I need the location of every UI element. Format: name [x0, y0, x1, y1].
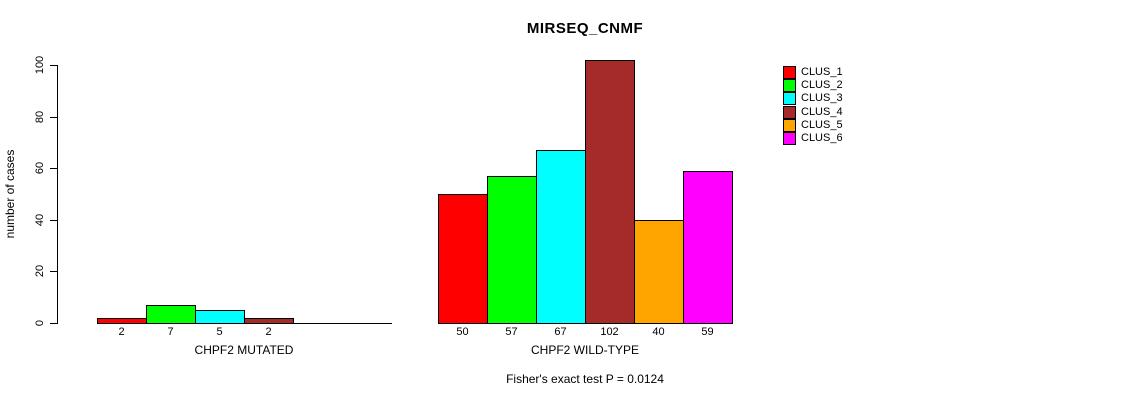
bar-clus_2 — [146, 305, 196, 324]
legend-item: CLUS_6 — [783, 132, 843, 145]
legend-item: CLUS_2 — [783, 79, 843, 93]
bar-value-label: 102 — [600, 326, 619, 338]
legend-swatch-clus_4 — [783, 105, 796, 119]
bar-clus_5 — [634, 220, 684, 324]
y-tick — [50, 323, 57, 324]
legend-item: CLUS_5 — [783, 118, 843, 132]
bar-clus_3 — [536, 150, 586, 324]
bar-clus_4 — [244, 318, 294, 324]
y-tick — [50, 168, 57, 170]
bar-value-label: 2 — [118, 326, 125, 338]
legend-item: CLUS_1 — [783, 66, 843, 79]
y-tick — [50, 65, 57, 66]
y-tick-label: 0 — [34, 319, 46, 327]
y-tick-label: 60 — [34, 162, 46, 175]
bar-clus_2 — [487, 176, 537, 324]
bar-value-label: 5 — [216, 326, 223, 338]
y-axis-line — [57, 65, 58, 324]
legend-label: CLUS_1 — [801, 66, 843, 78]
y-tick — [50, 271, 57, 273]
legend-label: CLUS_5 — [801, 118, 843, 131]
group-label-chpf2-wild-type: CHPF2 WILD-TYPE — [530, 343, 640, 357]
legend-item: CLUS_3 — [783, 92, 843, 106]
bar-clus_1 — [438, 194, 488, 324]
bar-clus_4 — [585, 60, 635, 324]
chart-title: MIRSEQ_CNMF — [526, 20, 644, 37]
group-label-chpf2-mutated: CHPF2 MUTATED — [194, 343, 294, 357]
legend-swatch-clus_1 — [783, 66, 796, 79]
bar-value-label: 7 — [167, 326, 174, 338]
y-tick-label: 80 — [34, 110, 46, 123]
y-tick — [50, 219, 57, 221]
y-tick — [50, 116, 57, 118]
bar-value-label: 67 — [554, 326, 567, 338]
legend-label: CLUS_2 — [801, 79, 843, 92]
bar-clus_3 — [195, 310, 245, 324]
fisher-test-annotation: Fisher's exact test P = 0.0124 — [506, 372, 664, 386]
bar-value-label: 59 — [701, 326, 714, 338]
legend-swatch-clus_2 — [783, 79, 796, 93]
legend-label: CLUS_6 — [801, 132, 843, 144]
y-axis-label: number of cases — [3, 149, 17, 239]
legend-label: CLUS_3 — [801, 92, 843, 105]
bar-value-label: 50 — [456, 326, 469, 338]
bar-clus_6 — [683, 171, 733, 324]
y-tick-label: 20 — [34, 265, 46, 278]
y-tick-label: 40 — [34, 213, 46, 226]
bar-clus_1 — [97, 318, 147, 324]
legend-swatch-clus_6 — [783, 132, 796, 145]
bar-value-label: 2 — [265, 326, 272, 338]
legend-swatch-clus_3 — [783, 92, 796, 106]
y-tick-label: 100 — [34, 55, 46, 75]
legend-label: CLUS_4 — [801, 105, 843, 118]
legend-item: CLUS_4 — [783, 105, 843, 119]
legend-swatch-clus_5 — [783, 118, 796, 132]
bar-value-label: 57 — [505, 326, 518, 338]
bar-value-label: 40 — [652, 326, 665, 338]
